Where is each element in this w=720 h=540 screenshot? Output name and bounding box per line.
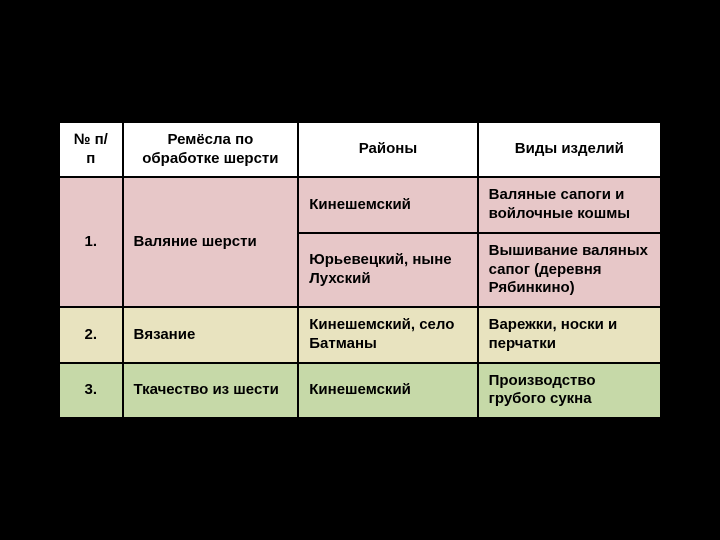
cell-region-1b: Юрьевецкий, ныне Лухский bbox=[298, 233, 477, 307]
table-body: 1. Валяние шерсти Кинешемский Валяные са… bbox=[59, 177, 661, 418]
cell-product-1a: Валяные сапоги и войлочные кошмы bbox=[478, 177, 661, 233]
header-craft: Ремёсла по обработке шерсти bbox=[123, 122, 299, 178]
table-row: 1. Валяние шерсти Кинешемский Валяные са… bbox=[59, 177, 661, 233]
table-header: № п/п Ремёсла по обработке шерсти Районы… bbox=[59, 122, 661, 178]
cell-region-3: Кинешемский bbox=[298, 363, 477, 419]
cell-region-2: Кинешемский, село Батманы bbox=[298, 307, 477, 363]
cell-craft-3: Ткачество из шести bbox=[123, 363, 299, 419]
cell-craft-1: Валяние шерсти bbox=[123, 177, 299, 307]
table-row: 3. Ткачество из шести Кинешемский Произв… bbox=[59, 363, 661, 419]
cell-num-3: 3. bbox=[59, 363, 123, 419]
header-region: Районы bbox=[298, 122, 477, 178]
cell-num-1: 1. bbox=[59, 177, 123, 307]
cell-craft-2: Вязание bbox=[123, 307, 299, 363]
cell-num-2: 2. bbox=[59, 307, 123, 363]
wool-crafts-table-container: № п/п Ремёсла по обработке шерсти Районы… bbox=[58, 121, 662, 419]
cell-region-1a: Кинешемский bbox=[298, 177, 477, 233]
header-product: Виды изделий bbox=[478, 122, 661, 178]
table-row: 2. Вязание Кинешемский, село Батманы Вар… bbox=[59, 307, 661, 363]
wool-crafts-table: № п/п Ремёсла по обработке шерсти Районы… bbox=[58, 121, 662, 419]
header-row: № п/п Ремёсла по обработке шерсти Районы… bbox=[59, 122, 661, 178]
cell-product-2: Варежки, носки и перчатки bbox=[478, 307, 661, 363]
cell-product-3: Производство грубого сукна bbox=[478, 363, 661, 419]
cell-product-1b: Вышивание валяных сапог (деревня Рябинки… bbox=[478, 233, 661, 307]
header-num: № п/п bbox=[59, 122, 123, 178]
